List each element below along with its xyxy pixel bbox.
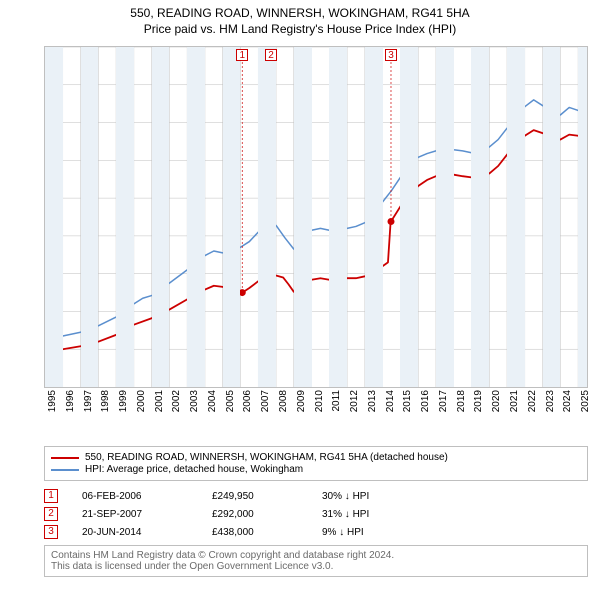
chart: £0£100K£200K£300K£400K£500K£600K£700K£80… [44, 46, 588, 406]
x-tick-label: 1999 [118, 390, 129, 412]
chart-band [81, 47, 99, 387]
x-tick-label: 2001 [154, 390, 165, 412]
chart-band [471, 47, 489, 387]
sale-marker: 2 [265, 49, 277, 61]
x-tick-label: 2005 [225, 390, 236, 412]
trade-price: £292,000 [212, 509, 322, 520]
trade-price: £249,950 [212, 491, 322, 502]
chart-band [223, 47, 241, 387]
trade-date: 20-JUN-2014 [82, 527, 212, 538]
chart-band [578, 47, 587, 387]
trade-row: 2 21-SEP-2007£292,00031% ↓ HPI [44, 507, 588, 521]
x-tick-label: 1996 [65, 390, 76, 412]
x-tick-label: 2021 [509, 390, 520, 412]
trade-diff: 31% ↓ HPI [322, 509, 369, 520]
trade-date: 06-FEB-2006 [82, 491, 212, 502]
x-tick-label: 2012 [349, 390, 360, 412]
footer-line-2: This data is licensed under the Open Gov… [51, 561, 581, 572]
x-tick-label: 2024 [562, 390, 573, 412]
x-tick-label: 2011 [331, 390, 342, 412]
x-tick-label: 2015 [402, 390, 413, 412]
x-tick-label: 2020 [491, 390, 502, 412]
chart-band [329, 47, 347, 387]
x-tick-label: 2003 [189, 390, 200, 412]
trades-table: 1 06-FEB-2006£249,95030% ↓ HPI 2 21-SEP-200… [44, 489, 588, 539]
legend-swatch [51, 457, 79, 459]
title-block: 550, READING ROAD, WINNERSH, WOKINGHAM, … [0, 0, 600, 36]
trade-row: 1 06-FEB-2006£249,95030% ↓ HPI [44, 489, 588, 503]
chart-band [152, 47, 170, 387]
x-tick-label: 2007 [260, 390, 271, 412]
chart-band [400, 47, 418, 387]
chart-band [187, 47, 205, 387]
trade-number: 2 [44, 507, 58, 521]
x-tick-label: 2013 [367, 390, 378, 412]
x-tick-label: 2008 [278, 390, 289, 412]
x-tick-label: 2017 [438, 390, 449, 412]
legend-item: 550, READING ROAD, WINNERSH, WOKINGHAM, … [51, 452, 581, 463]
trade-number: 1 [44, 489, 58, 503]
legend-label: HPI: Average price, detached house, Woki… [85, 464, 303, 475]
chart-band [45, 47, 63, 387]
x-tick-label: 2000 [136, 390, 147, 412]
x-tick-label: 2006 [242, 390, 253, 412]
page: 550, READING ROAD, WINNERSH, WOKINGHAM, … [0, 0, 600, 590]
sale-marker: 1 [236, 49, 248, 61]
footer-line-1: Contains HM Land Registry data © Crown c… [51, 550, 581, 561]
x-tick-label: 2009 [296, 390, 307, 412]
x-tick-label: 2018 [456, 390, 467, 412]
trade-diff: 9% ↓ HPI [322, 527, 364, 538]
legend-item: HPI: Average price, detached house, Woki… [51, 464, 581, 475]
trade-row: 3 20-JUN-2014£438,0009% ↓ HPI [44, 525, 588, 539]
footer: Contains HM Land Registry data © Crown c… [44, 545, 588, 577]
x-tick-label: 2025 [580, 390, 591, 412]
chart-title: 550, READING ROAD, WINNERSH, WOKINGHAM, … [0, 6, 600, 20]
legend-swatch [51, 469, 79, 471]
x-tick-label: 2014 [385, 390, 396, 412]
x-tick-label: 2022 [527, 390, 538, 412]
x-tick-label: 2019 [473, 390, 484, 412]
chart-band [507, 47, 525, 387]
x-tick-label: 2002 [171, 390, 182, 412]
plot-area: £0£100K£200K£300K£400K£500K£600K£700K£80… [44, 46, 588, 388]
x-tick-label: 1998 [100, 390, 111, 412]
chart-band [436, 47, 454, 387]
x-tick-label: 1995 [47, 390, 58, 412]
sale-point [387, 218, 394, 225]
x-tick-label: 2016 [420, 390, 431, 412]
chart-band [543, 47, 561, 387]
trade-diff: 30% ↓ HPI [322, 491, 369, 502]
x-tick-label: 2023 [545, 390, 556, 412]
trade-price: £438,000 [212, 527, 322, 538]
chart-band [258, 47, 276, 387]
chart-band [116, 47, 134, 387]
legend: 550, READING ROAD, WINNERSH, WOKINGHAM, … [44, 446, 588, 481]
x-tick-label: 2004 [207, 390, 218, 412]
x-tick-label: 2010 [314, 390, 325, 412]
x-tick-label: 1997 [83, 390, 94, 412]
legend-label: 550, READING ROAD, WINNERSH, WOKINGHAM, … [85, 452, 448, 463]
trade-date: 21-SEP-2007 [82, 509, 212, 520]
chart-subtitle: Price paid vs. HM Land Registry's House … [0, 22, 600, 36]
sale-marker: 3 [385, 49, 397, 61]
trade-number: 3 [44, 525, 58, 539]
chart-band [365, 47, 383, 387]
chart-band [294, 47, 312, 387]
